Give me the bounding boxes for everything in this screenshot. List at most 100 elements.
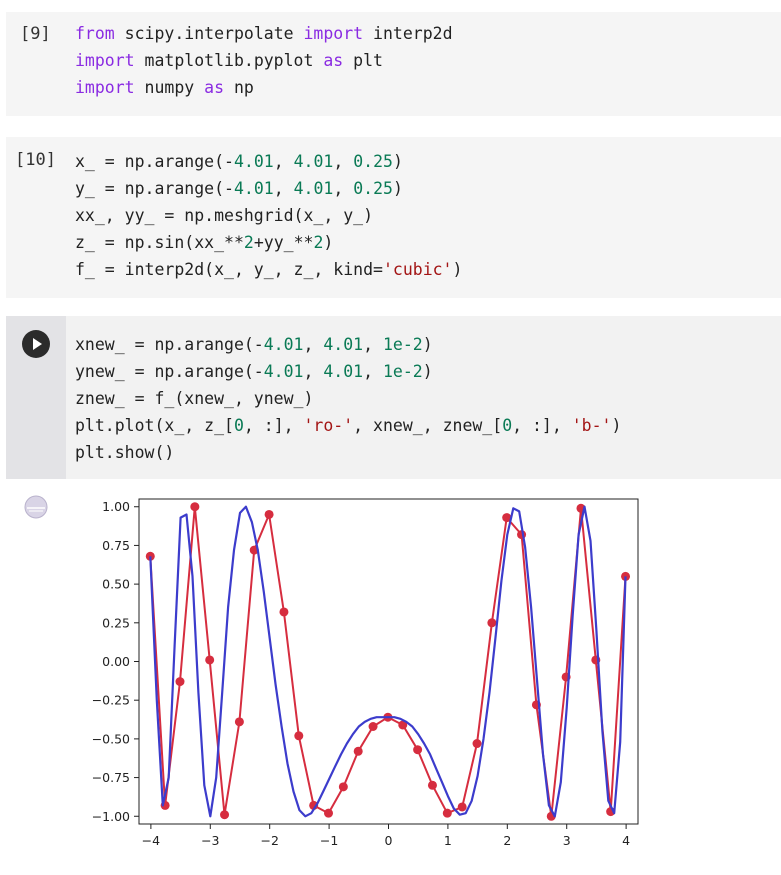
y-tick-label: −0.25 [92, 693, 130, 708]
code-token: , [363, 362, 383, 381]
code-token: x_ = np.arange(- [75, 152, 234, 171]
code-token: 'b-' [571, 416, 612, 435]
code-cell-active[interactable]: xnew_ = np.arange(-4.01, 4.01, 1e-2) ynew… [6, 316, 781, 479]
series-ro-point [413, 745, 423, 755]
code-token: import [303, 24, 364, 43]
series-ro-point [294, 731, 304, 741]
y-tick-label: 1.00 [102, 499, 130, 514]
x-tick-label: −3 [201, 833, 219, 848]
code-token: import [75, 51, 135, 70]
series-ro-line [149, 505, 627, 818]
code-token: f_ = interp2d(x_, y_, z_, kind= [75, 260, 383, 279]
code-token: plt.show() [75, 443, 175, 462]
plot-series [145, 502, 631, 821]
run-cell-button[interactable] [22, 330, 50, 358]
code-token: plt.plot(x_, z_[ [75, 416, 234, 435]
code-line[interactable]: y_ = np.arange(-4.01, 4.01, 0.25) [75, 175, 462, 202]
execution-count: [9] [20, 24, 51, 44]
series-ro-point [190, 502, 200, 512]
code-token: 4.01 [233, 152, 274, 171]
x-tick-label: −2 [260, 833, 278, 848]
y-tick-label: 0.25 [102, 615, 130, 630]
x-tick-label: 0 [385, 833, 393, 848]
code-line[interactable]: import matplotlib.pyplot as plt [75, 47, 453, 74]
series-ro-point [621, 571, 631, 581]
code-cell-9[interactable]: [9] from scipy.interpolate import interp… [6, 12, 781, 116]
series-ro-point [368, 722, 378, 731]
code-line[interactable]: from scipy.interpolate import interp2d [75, 20, 453, 47]
code-token: 4.01 [293, 179, 334, 198]
code-token: 1e-2 [383, 362, 423, 381]
code-line[interactable]: ynew_ = np.arange(-4.01, 4.01, 1e-2) [75, 358, 621, 385]
code-editor[interactable]: from scipy.interpolate import interp2d im… [75, 20, 453, 101]
code-token: 4.01 [233, 179, 274, 198]
code-token: matplotlib.pyplot [134, 51, 324, 70]
code-token: plt [343, 51, 383, 70]
code-token: as [204, 78, 225, 97]
code-token: interp2d [363, 24, 453, 43]
x-axis: −4 −3 −2 −1 0 1 2 3 4 [142, 824, 630, 848]
code-token: 0 [233, 416, 244, 435]
code-token: , [333, 152, 354, 171]
code-line[interactable]: plt.show() [75, 439, 621, 466]
code-token: 4.01 [263, 362, 304, 381]
series-ro-point [398, 720, 408, 730]
series-ro-point [487, 618, 497, 628]
series-ro-point [279, 607, 289, 617]
code-token: , [273, 152, 294, 171]
code-token: 'ro-' [303, 416, 354, 435]
code-token: 4.01 [263, 335, 304, 354]
code-line[interactable]: import numpy as np [75, 74, 453, 101]
code-token: , :], [243, 416, 304, 435]
code-line[interactable]: plt.plot(x_, z_[0, :], 'ro-', xnew_, zne… [75, 412, 621, 439]
code-token: xnew_ = np.arange(- [75, 335, 264, 354]
series-ro-point [175, 677, 185, 687]
code-line[interactable]: xnew_ = np.arange(-4.01, 4.01, 1e-2) [75, 331, 621, 358]
output-settings-icon[interactable] [23, 494, 49, 520]
x-tick-label: 4 [622, 833, 630, 848]
code-editor[interactable]: x_ = np.arange(-4.01, 4.01, 0.25) y_ = np… [75, 148, 462, 283]
code-line[interactable]: z_ = np.sin(xx_**2+yy_**2) [75, 229, 462, 256]
code-cell-10[interactable]: [10] x_ = np.arange(-4.01, 4.01, 0.25) y_… [6, 137, 781, 298]
code-token: 1e-2 [383, 335, 423, 354]
code-token: ) [422, 362, 433, 381]
x-tick-label: 2 [503, 833, 511, 848]
series-ro-point [427, 780, 437, 790]
series-ro-point [353, 746, 363, 756]
code-token: 4.01 [293, 152, 334, 171]
series-ro-point [472, 739, 482, 749]
code-line[interactable]: x_ = np.arange(-4.01, 4.01, 0.25) [75, 148, 462, 175]
code-token: 'cubic' [382, 260, 453, 279]
x-tick-label: 3 [563, 833, 571, 848]
y-tick-label: 0.50 [102, 577, 130, 592]
series-ro-point [502, 513, 512, 523]
play-icon [33, 338, 42, 350]
series-ro-point [220, 810, 230, 820]
code-token: , xnew_, znew_[ [353, 416, 503, 435]
series-ro-point [205, 655, 215, 665]
series-ro-point [338, 782, 348, 792]
y-tick-label: −0.50 [92, 731, 130, 746]
cell-output: 1.00 0.75 0.50 0.25 0.00 −0.25 −0.50 −0.75 −1.00… [6, 479, 781, 875]
series-b-line [149, 505, 627, 818]
code-token: ) [452, 260, 463, 279]
code-token: +yy_** [253, 233, 314, 252]
code-line[interactable]: xx_, yy_ = np.meshgrid(x_, y_) [75, 202, 462, 229]
y-axis: 1.00 0.75 0.50 0.25 0.00 −0.25 −0.50 −0.75 −1.00 [92, 499, 139, 824]
code-token: ) [392, 179, 403, 198]
series-ro-point [442, 808, 452, 818]
x-tick-label: −1 [320, 833, 338, 848]
code-line[interactable]: f_ = interp2d(x_, y_, z_, kind='cubic') [75, 256, 462, 283]
code-token: import [75, 78, 135, 97]
code-token: ynew_ = np.arange(- [75, 362, 264, 381]
code-token: xx_, yy_ = np.meshgrid(x_, y_) [75, 206, 374, 225]
x-tick-label: −4 [142, 833, 160, 848]
series-ro-point [264, 509, 274, 519]
code-token: ) [422, 335, 433, 354]
series-ro-point [234, 717, 244, 727]
code-editor[interactable]: xnew_ = np.arange(-4.01, 4.01, 1e-2) ynew… [75, 331, 621, 466]
code-token: 2 [313, 233, 324, 252]
code-line[interactable]: znew_ = f_(xnew_, ynew_) [75, 385, 621, 412]
y-tick-label: −1.00 [92, 809, 130, 824]
series-ro-point [145, 551, 155, 561]
